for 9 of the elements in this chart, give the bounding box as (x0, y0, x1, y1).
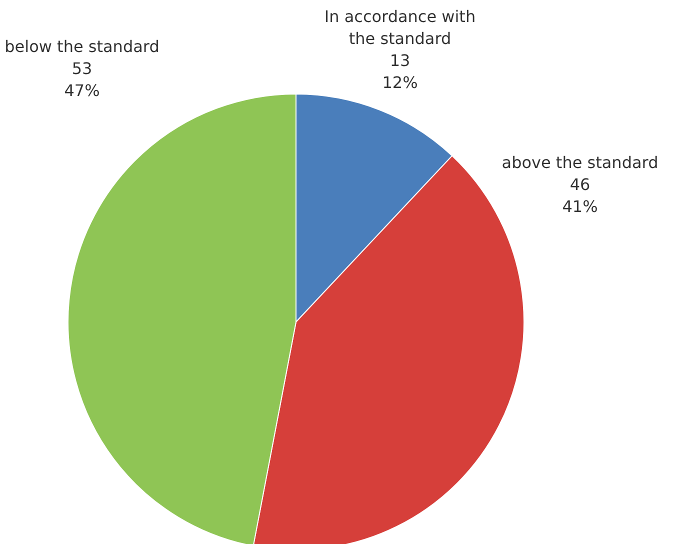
text: 13 (390, 51, 410, 70)
text: 53 (72, 59, 92, 78)
slice-label: In accordance with the standard (324, 7, 476, 48)
slice-label: below the standard (4, 37, 160, 56)
data-label: 47% (64, 81, 100, 100)
data-label: 12% (382, 73, 418, 92)
slice-label: above the standard (502, 153, 658, 172)
data-label: 41% (562, 197, 598, 216)
text: 46 (570, 175, 590, 194)
